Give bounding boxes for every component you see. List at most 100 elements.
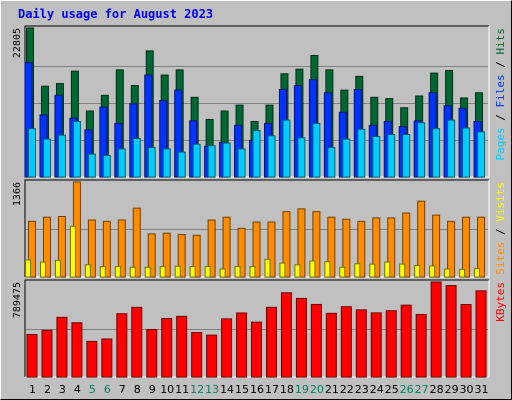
bar-kbytes-day-31 [475, 290, 487, 378]
x-tick-day-12: 12 [190, 383, 204, 396]
bar-sites-day-26 [402, 212, 411, 278]
bar-pages-day-19 [297, 137, 306, 178]
legend-sites: Sites [494, 242, 507, 275]
bar-sites-day-21 [327, 216, 336, 278]
bar-visits-day-6 [99, 266, 106, 278]
bar-pages-day-5 [87, 153, 96, 178]
x-tick-day-28: 28 [430, 383, 444, 396]
bar-sites-day-17 [267, 221, 276, 278]
legend-visits: Visits [494, 182, 507, 222]
legend-sep: / [494, 108, 507, 128]
bar-pages-day-26 [402, 134, 411, 178]
bar-pages-day-29 [447, 119, 456, 178]
bar-sites-day-20 [312, 211, 321, 278]
x-tick-day-10: 10 [160, 383, 174, 396]
bar-sites-day-29 [447, 220, 456, 278]
x-tick-day-6: 6 [104, 383, 111, 396]
bar-kbytes-day-28 [430, 281, 442, 378]
x-tick-day-1: 1 [29, 383, 36, 396]
bar-kbytes-day-18 [280, 292, 292, 378]
bar-visits-day-21 [324, 261, 331, 278]
x-tick-day-21: 21 [325, 383, 339, 396]
x-tick-day-31: 31 [475, 383, 489, 396]
bar-pages-day-18 [282, 119, 291, 178]
panel-hits-files-pages [24, 25, 490, 178]
bar-visits-day-22 [339, 266, 346, 278]
bar-pages-day-12 [192, 143, 201, 178]
bar-pages-day-10 [162, 148, 171, 178]
bar-pages-day-16 [252, 130, 261, 178]
bar-visits-day-24 [369, 263, 376, 278]
legend-sep: / [494, 222, 507, 242]
panel-sites-visits [24, 179, 490, 278]
x-tick-day-11: 11 [175, 383, 189, 396]
bar-sites-day-13 [207, 219, 216, 278]
x-tick-day-20: 20 [310, 383, 324, 396]
bar-pages-day-23 [357, 128, 366, 178]
bar-visits-day-14 [219, 268, 226, 278]
bar-visits-day-31 [474, 268, 481, 278]
bar-kbytes-day-16 [251, 321, 263, 378]
bar-kbytes-day-15 [236, 312, 248, 378]
bar-kbytes-day-10 [161, 318, 173, 378]
bar-pages-day-8 [132, 137, 141, 178]
bar-pages-day-2 [42, 138, 51, 178]
chart-title: Daily usage for August 2023 [18, 7, 213, 21]
bar-visits-day-18 [279, 262, 286, 278]
bar-pages-day-28 [432, 128, 441, 178]
bar-kbytes-day-25 [385, 310, 397, 378]
bar-kbytes-day-17 [265, 306, 277, 378]
x-tick-day-29: 29 [445, 383, 459, 396]
legend-pages-files-hits: Pages / Files / Hits [494, 28, 507, 161]
bar-sites-day-24 [372, 217, 381, 278]
bar-sites-day-3 [57, 215, 66, 278]
bar-visits-day-3 [54, 259, 61, 278]
bar-sites-day-22 [342, 218, 351, 278]
bar-kbytes-day-23 [355, 309, 367, 378]
bar-kbytes-day-29 [445, 285, 457, 378]
bar-visits-day-25 [384, 261, 391, 278]
plot-border-dark [24, 279, 489, 377]
bar-kbytes-day-27 [415, 314, 427, 378]
bar-visits-day-23 [354, 263, 361, 278]
x-tick-day-5: 5 [89, 383, 96, 396]
bar-sites-day-28 [432, 214, 441, 278]
bar-visits-day-19 [294, 264, 301, 278]
bar-kbytes-day-14 [221, 318, 233, 378]
bar-pages-day-4 [72, 120, 81, 178]
bar-sites-day-30 [462, 216, 471, 278]
bar-kbytes-day-21 [325, 312, 337, 378]
bar-kbytes-day-2 [41, 329, 53, 378]
legend-sites-visits: Sites / Visits [494, 182, 507, 275]
bar-kbytes-day-9 [146, 328, 158, 378]
bar-kbytes-day-7 [116, 313, 128, 378]
x-tick-day-3: 3 [59, 383, 66, 396]
panel-kbytes [24, 279, 490, 378]
bar-kbytes-day-6 [101, 338, 113, 378]
bar-pages-day-11 [177, 151, 186, 178]
bar-kbytes-day-20 [310, 303, 322, 378]
bar-sites-day-16 [252, 221, 261, 278]
x-tick-day-22: 22 [340, 383, 354, 396]
bar-sites-day-15 [237, 227, 246, 278]
bar-sites-day-7 [117, 219, 126, 278]
x-tick-day-7: 7 [119, 383, 126, 396]
bar-visits-day-8 [129, 266, 136, 278]
bar-pages-day-24 [372, 135, 381, 178]
bar-kbytes-day-3 [56, 316, 68, 378]
x-tick-day-14: 14 [220, 383, 234, 396]
bar-pages-day-27 [417, 122, 426, 178]
bar-visits-day-20 [309, 260, 316, 278]
bar-pages-day-3 [57, 134, 66, 178]
x-tick-day-27: 27 [415, 383, 429, 396]
bar-sites-day-12 [192, 234, 201, 278]
bar-visits-day-10 [159, 266, 166, 278]
bar-visits-day-26 [399, 263, 406, 278]
x-tick-day-18: 18 [280, 383, 294, 396]
x-tick-day-25: 25 [385, 383, 399, 396]
bar-kbytes-day-11 [176, 315, 188, 378]
bar-visits-day-1 [25, 259, 31, 278]
bar-visits-day-13 [204, 266, 211, 278]
bar-sites-day-2 [42, 216, 51, 278]
bar-sites-day-11 [177, 234, 186, 278]
